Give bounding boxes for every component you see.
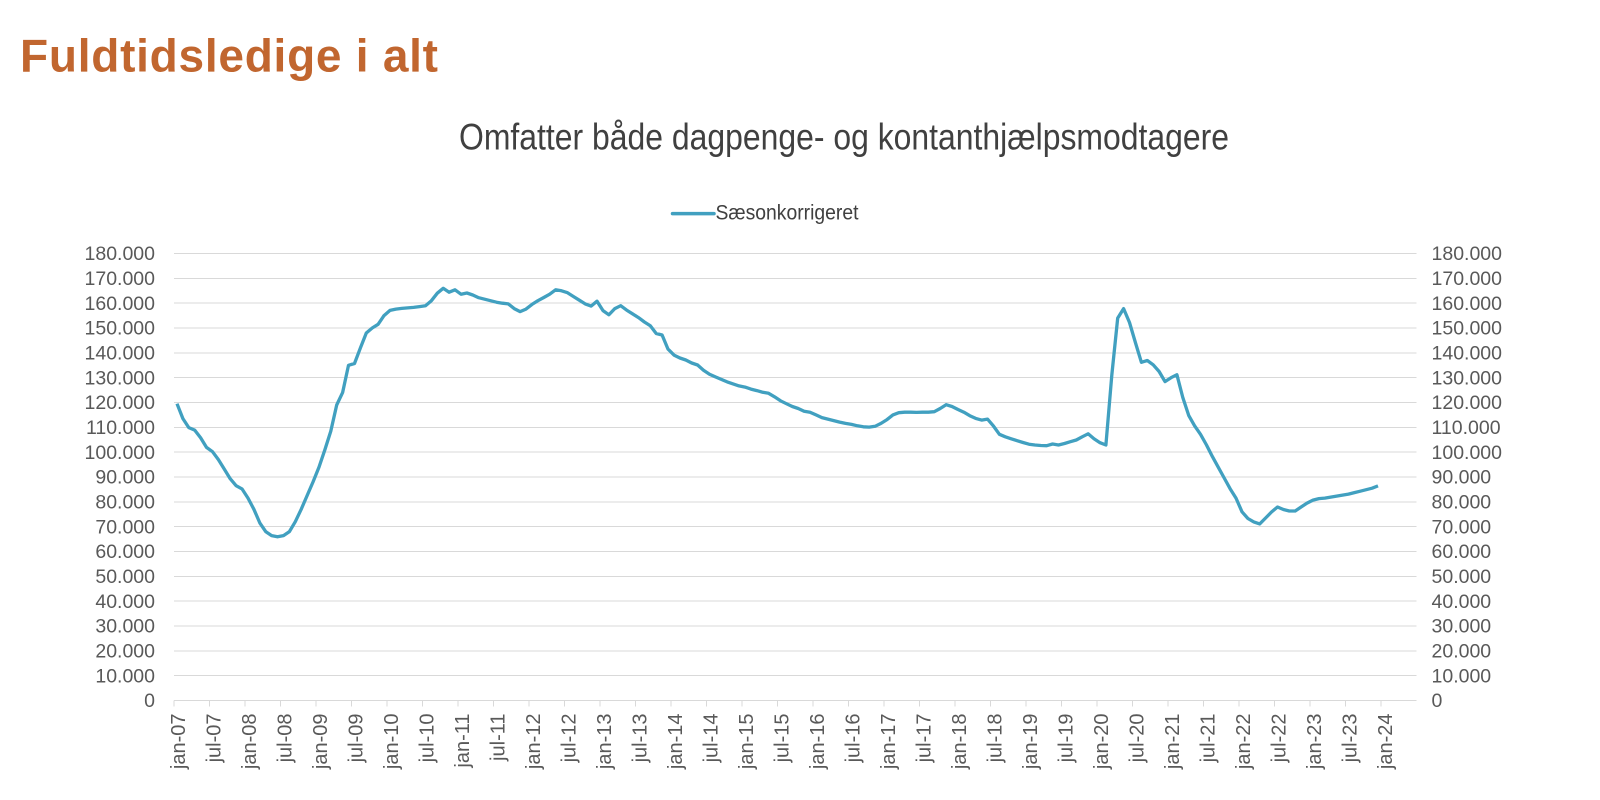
svg-text:jan-18: jan-18: [949, 714, 971, 771]
svg-text:jan-12: jan-12: [523, 714, 545, 771]
svg-text:jan-23: jan-23: [1304, 714, 1326, 771]
svg-text:jul-12: jul-12: [559, 714, 581, 764]
svg-text:100.000: 100.000: [85, 442, 156, 464]
svg-text:jan-07: jan-07: [168, 714, 190, 771]
svg-text:jul-20: jul-20: [1127, 714, 1149, 764]
svg-text:90.000: 90.000: [1432, 467, 1492, 489]
svg-text:0: 0: [144, 690, 155, 712]
svg-text:60.000: 60.000: [95, 541, 155, 563]
svg-text:Omfatter både dagpenge- og kon: Omfatter både dagpenge- og kontanthjælps…: [459, 117, 1229, 158]
svg-text:jan-15: jan-15: [736, 714, 758, 771]
svg-text:jul-23: jul-23: [1340, 714, 1362, 764]
svg-text:jul-11: jul-11: [488, 714, 510, 762]
svg-text:160.000: 160.000: [1432, 293, 1503, 315]
svg-text:80.000: 80.000: [1432, 492, 1492, 514]
svg-text:20.000: 20.000: [1432, 641, 1492, 663]
svg-text:jan-19: jan-19: [1020, 714, 1042, 771]
svg-text:jul-10: jul-10: [417, 714, 439, 764]
svg-text:jul-18: jul-18: [985, 714, 1007, 764]
svg-text:jul-08: jul-08: [275, 714, 297, 764]
svg-text:jul-09: jul-09: [346, 714, 368, 764]
svg-text:20.000: 20.000: [95, 641, 155, 663]
svg-text:jan-20: jan-20: [1091, 714, 1113, 771]
svg-text:jan-16: jan-16: [807, 714, 829, 771]
svg-text:jul-21: jul-21: [1198, 714, 1220, 764]
svg-text:110.000: 110.000: [86, 417, 155, 439]
svg-text:150.000: 150.000: [85, 318, 156, 340]
svg-text:150.000: 150.000: [1432, 318, 1503, 340]
svg-text:jul-22: jul-22: [1269, 714, 1291, 764]
svg-text:130.000: 130.000: [85, 367, 156, 389]
svg-text:70.000: 70.000: [95, 516, 155, 538]
svg-text:50.000: 50.000: [1432, 566, 1492, 588]
svg-text:jul-07: jul-07: [204, 714, 226, 764]
svg-text:10.000: 10.000: [1432, 665, 1492, 687]
svg-text:180.000: 180.000: [85, 243, 156, 265]
svg-text:30.000: 30.000: [1432, 616, 1492, 638]
svg-text:140.000: 140.000: [85, 343, 156, 365]
svg-text:40.000: 40.000: [1432, 591, 1492, 613]
svg-text:170.000: 170.000: [1432, 268, 1503, 290]
svg-text:90.000: 90.000: [95, 467, 155, 489]
svg-text:110.000: 110.000: [1432, 417, 1501, 439]
svg-text:170.000: 170.000: [85, 268, 156, 290]
svg-text:jan-21: jan-21: [1162, 714, 1184, 771]
svg-text:0: 0: [1432, 690, 1443, 712]
svg-text:jul-15: jul-15: [772, 714, 794, 764]
svg-text:10.000: 10.000: [95, 665, 155, 687]
svg-text:jan-24: jan-24: [1375, 714, 1397, 771]
svg-text:jan-17: jan-17: [878, 714, 900, 771]
svg-text:jan-08: jan-08: [239, 714, 261, 771]
svg-text:Fuldtidsledige i alt: Fuldtidsledige i alt: [20, 30, 438, 82]
svg-text:jul-17: jul-17: [914, 714, 936, 764]
svg-text:120.000: 120.000: [85, 392, 156, 414]
svg-text:jan-11: jan-11: [452, 714, 474, 769]
svg-text:180.000: 180.000: [1432, 243, 1503, 265]
svg-text:jan-22: jan-22: [1233, 714, 1255, 771]
svg-text:60.000: 60.000: [1432, 541, 1492, 563]
svg-text:100.000: 100.000: [1432, 442, 1503, 464]
svg-text:Sæsonkorrigeret: Sæsonkorrigeret: [716, 201, 859, 225]
svg-text:160.000: 160.000: [85, 293, 156, 315]
svg-text:jan-10: jan-10: [381, 714, 403, 771]
svg-text:jul-19: jul-19: [1056, 714, 1078, 764]
svg-text:jan-13: jan-13: [594, 714, 616, 771]
svg-text:130.000: 130.000: [1432, 367, 1503, 389]
svg-text:120.000: 120.000: [1432, 392, 1503, 414]
svg-text:80.000: 80.000: [95, 492, 155, 514]
svg-text:30.000: 30.000: [95, 616, 155, 638]
svg-text:jul-14: jul-14: [701, 714, 723, 764]
svg-text:70.000: 70.000: [1432, 516, 1492, 538]
svg-text:40.000: 40.000: [95, 591, 155, 613]
svg-text:140.000: 140.000: [1432, 343, 1503, 365]
svg-text:jul-13: jul-13: [630, 714, 652, 764]
svg-text:jan-14: jan-14: [665, 714, 687, 771]
svg-text:jan-09: jan-09: [310, 714, 332, 771]
svg-text:jul-16: jul-16: [843, 714, 865, 764]
svg-text:50.000: 50.000: [95, 566, 155, 588]
